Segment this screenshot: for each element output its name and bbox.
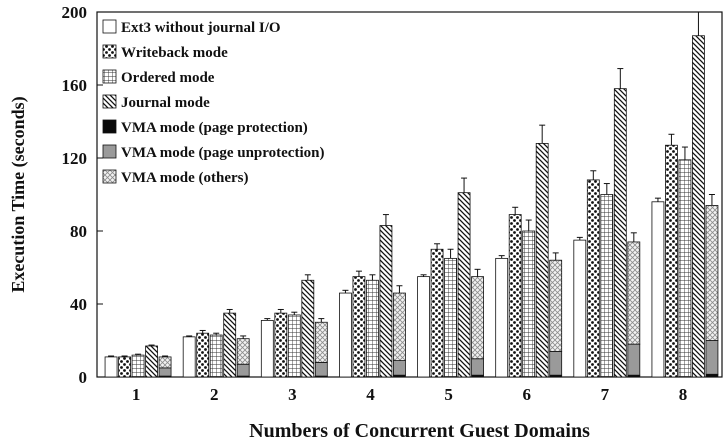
bar	[495, 257, 509, 378]
stacked-bar-segment	[627, 241, 641, 345]
stacked-bar-segment	[236, 338, 250, 365]
stacked-bar-segment	[705, 340, 719, 375]
stacked-bar-segment	[549, 259, 563, 352]
stacked-bar-segment	[158, 356, 172, 369]
legend-swatch	[102, 119, 117, 134]
x-tick-label: 3	[288, 385, 297, 404]
y-tick-label: 200	[62, 3, 88, 22]
bar	[104, 356, 118, 378]
bar	[508, 214, 522, 378]
bar	[586, 179, 600, 378]
legend-label: Writeback mode	[121, 45, 228, 61]
legend-swatch	[102, 94, 117, 109]
stacked-bar-segment	[471, 276, 484, 360]
bar	[339, 292, 352, 378]
legend-label: VMA mode (page protection)	[121, 120, 308, 136]
legend-label: Ext3 without journal I/O	[121, 20, 281, 36]
bar	[430, 248, 444, 378]
bar	[665, 144, 678, 378]
bar	[573, 239, 587, 378]
bar	[522, 230, 536, 378]
stacked-bar-segment	[158, 367, 172, 377]
legend-label: VMA mode (page unprotection)	[121, 145, 324, 161]
bar	[651, 201, 665, 378]
y-tick-label: 0	[79, 368, 88, 387]
x-tick-label: 5	[444, 385, 453, 404]
bar	[444, 257, 457, 378]
x-tick-label: 4	[366, 385, 375, 404]
legend-swatch	[102, 69, 117, 84]
legend-swatch	[102, 144, 117, 159]
stacked-bar-segment	[549, 351, 563, 376]
stacked-bar-segment	[314, 321, 328, 363]
bar	[301, 279, 315, 378]
bar	[287, 314, 301, 378]
stacked-bar-segment	[627, 343, 641, 376]
legend-swatch	[102, 44, 117, 59]
y-axis-label: Execution Time (seconds)	[8, 96, 29, 292]
bar	[678, 159, 692, 378]
y-tick-label: 160	[62, 76, 88, 95]
bar	[535, 142, 549, 378]
legend-label: Ordered mode	[121, 70, 215, 86]
bar	[600, 194, 614, 378]
bar	[457, 192, 471, 378]
bar	[692, 35, 705, 378]
x-tick-label: 8	[679, 385, 688, 404]
bar	[613, 88, 627, 378]
stacked-bar-segment	[705, 205, 719, 341]
x-axis-label: Numbers of Concurrent Guest Domains	[249, 420, 590, 441]
y-tick-label: 80	[70, 222, 87, 241]
bar	[131, 354, 145, 378]
legend-label: Journal mode	[121, 95, 210, 111]
bar	[366, 279, 379, 378]
stacked-bar-segment	[393, 360, 406, 376]
x-tick-label: 2	[210, 385, 219, 404]
stacked-bar-segment	[471, 358, 484, 376]
bar	[379, 225, 393, 378]
x-tick-label: 1	[132, 385, 141, 404]
bar	[352, 276, 366, 378]
bar	[223, 312, 237, 378]
stacked-bar-segment	[705, 373, 719, 378]
plot-frame	[96, 11, 723, 378]
legend-label: VMA mode (others)	[121, 170, 248, 186]
bar	[417, 276, 430, 378]
legend-swatch	[102, 169, 117, 184]
bar	[196, 332, 210, 378]
bar	[118, 356, 131, 378]
bar	[274, 312, 288, 378]
bar	[145, 345, 158, 378]
stacked-bar-segment	[236, 363, 250, 377]
stacked-bar-segment	[393, 292, 406, 361]
bar	[182, 336, 196, 378]
stacked-bar-segment	[314, 361, 328, 377]
bar	[260, 320, 274, 378]
y-tick-label: 120	[62, 149, 88, 168]
y-tick-label: 40	[70, 295, 87, 314]
x-tick-label: 7	[601, 385, 610, 404]
bar	[209, 334, 223, 378]
legend-swatch	[102, 19, 117, 34]
x-tick-label: 6	[522, 385, 531, 404]
